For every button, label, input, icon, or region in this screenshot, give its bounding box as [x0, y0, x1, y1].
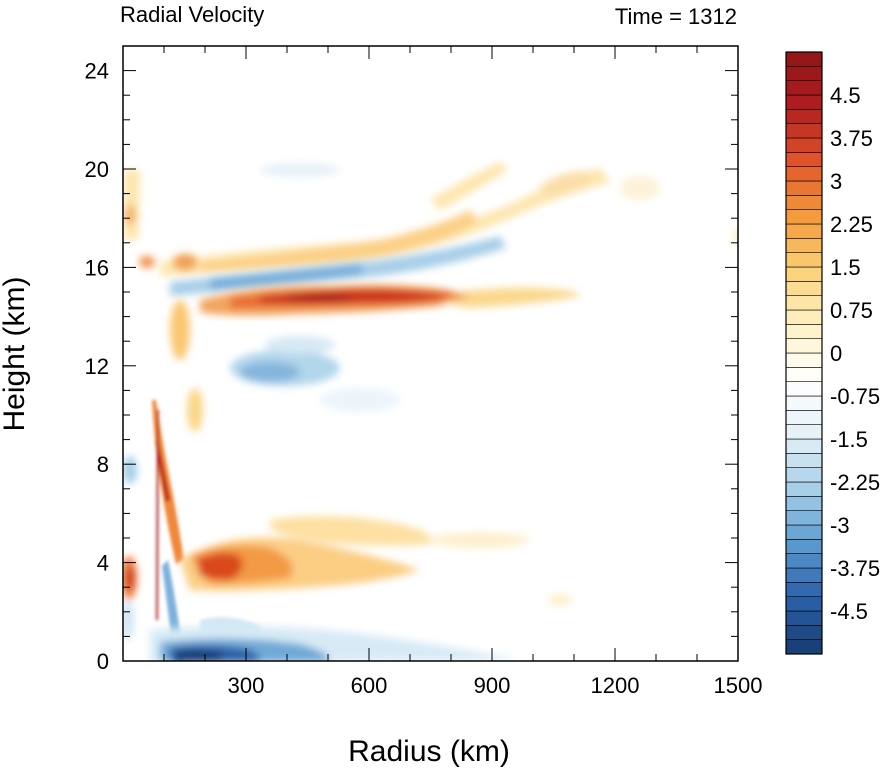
x-tick-label: 1200 — [591, 673, 640, 698]
colorbar-segment — [785, 610, 823, 626]
colorbar-segment — [785, 152, 823, 167]
colorbar-segment — [785, 367, 823, 382]
colorbar-segment — [785, 395, 823, 411]
colorbar-segment — [785, 625, 823, 640]
colorbar-segment — [785, 352, 823, 368]
colorbar-segment — [785, 424, 823, 440]
colorbar-segment — [785, 582, 823, 597]
colorbar-segment — [785, 209, 823, 225]
x-tick-label: 300 — [228, 673, 265, 698]
colorbar-segment — [785, 324, 823, 339]
colorbar-segment — [785, 567, 823, 583]
colorbar-segment — [785, 252, 823, 268]
y-tick-label: 16 — [85, 255, 109, 280]
colorbar-segment — [785, 467, 823, 483]
colorbar: 4.5 3.75 3 2.25 1.5 0.75 0 -0.75 -1.5 -2.25 -3 -3.7… — [785, 51, 880, 655]
colorbar-segment — [785, 639, 823, 655]
colorbar-segment — [785, 381, 823, 397]
y-tick-label: 12 — [85, 354, 109, 379]
colorbar-segment — [785, 410, 823, 425]
colorbar-segment — [785, 180, 823, 196]
colorbar-segment — [785, 295, 823, 311]
colorbar-segment — [785, 80, 823, 96]
y-tick-label: 24 — [85, 59, 109, 84]
colorbar-label: 3.75 — [830, 126, 873, 151]
colorbar-segment — [785, 137, 823, 153]
colorbar-segment — [785, 524, 823, 540]
x-tick-label: 900 — [474, 673, 511, 698]
chart-title: Radial Velocity — [120, 2, 264, 27]
colorbar-segment — [785, 338, 823, 354]
colorbar-segment — [785, 309, 823, 325]
y-tick-label: 20 — [85, 157, 109, 182]
colorbar-label: 0.75 — [830, 298, 873, 323]
colorbar-segment — [785, 223, 823, 239]
colorbar-segment — [785, 481, 823, 497]
y-axis-label: Height (km) — [0, 276, 31, 431]
colorbar-segment — [785, 94, 823, 110]
y-tick-label: 4 — [97, 551, 109, 576]
colorbar-label: -1.5 — [830, 427, 868, 452]
colorbar-label: -3.75 — [830, 556, 880, 581]
colorbar-segment — [785, 109, 823, 124]
colorbar-segment — [785, 238, 823, 253]
colorbar-segment — [785, 553, 823, 569]
colorbar-label: -3 — [830, 513, 850, 538]
colorbar-frame — [785, 51, 823, 655]
colorbar-segment — [785, 438, 823, 454]
colorbar-label: 0 — [830, 341, 842, 366]
y-tick-label: 8 — [97, 452, 109, 477]
colorbar-segment — [785, 66, 823, 81]
colorbar-segment — [785, 510, 823, 526]
colorbar-label: 2.25 — [830, 212, 873, 237]
y-axis: 0 4 8 12 16 20 24 — [85, 59, 738, 674]
x-tick-label: 600 — [351, 673, 388, 698]
colorbar-segment — [785, 596, 823, 612]
velocity-field — [123, 162, 738, 661]
colorbar-segment — [785, 123, 823, 139]
colorbar-label: 3 — [830, 169, 842, 194]
y-tick-label: 0 — [97, 649, 109, 674]
colorbar-label: 4.5 — [830, 83, 861, 108]
x-axis-label: Radius (km) — [348, 735, 510, 768]
colorbar-segment — [785, 51, 823, 67]
colorbar-segment — [785, 166, 823, 182]
x-axis: 300 600 900 1200 1500 — [163, 46, 763, 698]
x-tick-label: 1500 — [714, 673, 763, 698]
plot-frame — [122, 45, 739, 662]
colorbar-segment — [785, 539, 823, 554]
colorbar-segment — [785, 281, 823, 296]
colorbar-label: 1.5 — [830, 255, 861, 280]
time-label: Time = 1312 — [615, 4, 737, 29]
colorbar-segment — [785, 195, 823, 210]
colorbar-label: -0.75 — [830, 384, 880, 409]
colorbar-segment — [785, 266, 823, 282]
colorbar-segment — [785, 453, 823, 468]
colorbar-segment — [785, 496, 823, 511]
colorbar-label: -4.5 — [830, 599, 868, 624]
colorbar-label: -2.25 — [830, 470, 880, 495]
